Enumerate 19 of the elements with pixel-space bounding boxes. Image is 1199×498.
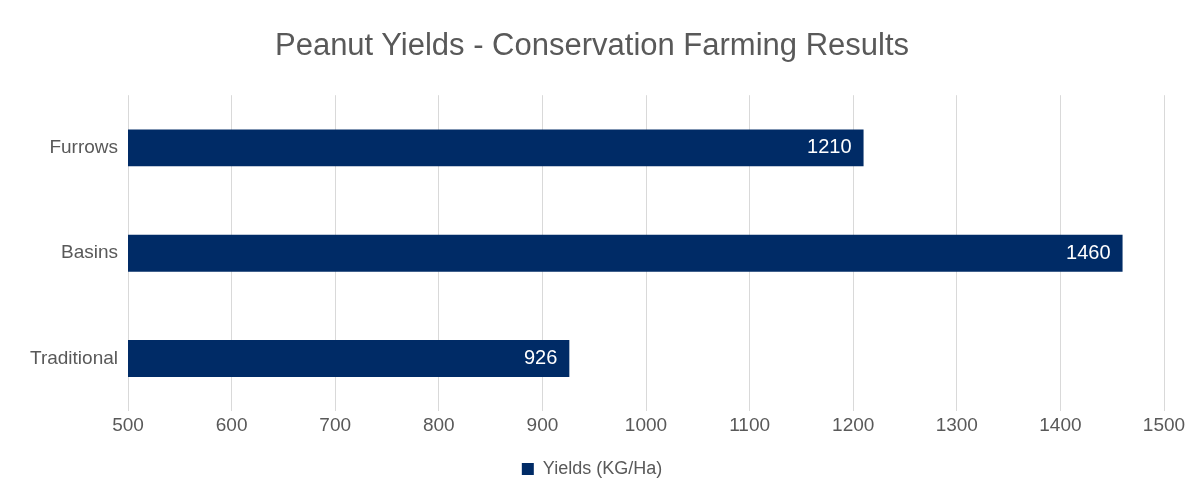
x-tick-label: 900	[526, 413, 559, 435]
x-tick-label: 800	[422, 413, 455, 435]
y-tick-label: Traditional	[29, 346, 118, 368]
legend-label: Yields (KG/Ha)	[542, 457, 663, 478]
data-label: 926	[523, 346, 558, 369]
x-tick-label: 1100	[729, 413, 771, 435]
data-label: 1460	[1066, 240, 1111, 263]
y-tick-label: Basins	[60, 241, 118, 263]
x-tick-label: 700	[319, 413, 352, 435]
x-tick-label: 600	[215, 413, 248, 435]
data-label: 1210	[807, 135, 852, 158]
x-tick-label: 1500	[1142, 413, 1186, 435]
x-tick-label: 1300	[935, 413, 978, 435]
chart-title: Peanut Yields - Conservation Farming Results	[274, 27, 910, 63]
x-tick-label: 1400	[1039, 413, 1082, 435]
x-tick-label: 1200	[832, 413, 875, 435]
x-tick-label: 500	[112, 413, 144, 435]
y-tick-label: Furrows	[49, 136, 118, 158]
x-tick-label: 1000	[624, 413, 668, 435]
